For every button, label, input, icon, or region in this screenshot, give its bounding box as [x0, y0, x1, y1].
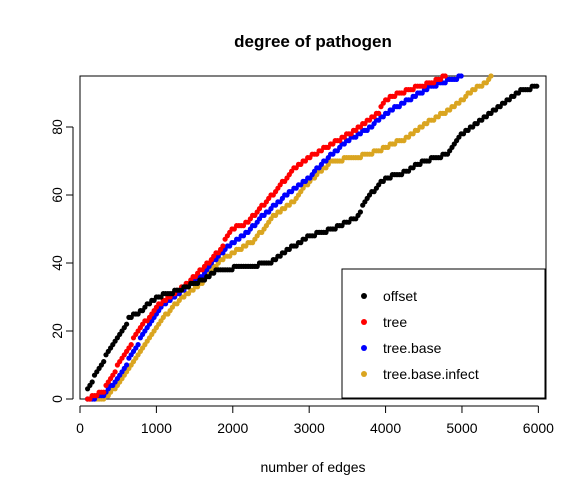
x-tick-label: 4000: [370, 420, 401, 436]
legend-label: tree.base.infect: [383, 366, 479, 382]
series-points: [85, 73, 448, 402]
data-point: [124, 362, 130, 368]
x-tick-label: 3000: [294, 420, 325, 436]
y-tick-label: 40: [49, 255, 65, 271]
data-point: [112, 369, 118, 375]
data-point: [376, 110, 382, 116]
data-point: [357, 209, 363, 215]
x-tick-label: 2000: [217, 420, 248, 436]
x-axis-label: number of edges: [260, 459, 365, 475]
data-point: [442, 73, 448, 79]
data-point: [488, 73, 494, 79]
x-tick-label: 5000: [446, 420, 477, 436]
x-tick-label: 6000: [523, 420, 554, 436]
legend: offset tree tree.base tree.base.infect: [341, 268, 546, 399]
y-tick-label: 0: [49, 395, 65, 403]
legend-marker: [361, 319, 367, 325]
x-tick-label: 0: [76, 420, 84, 436]
legend-marker: [361, 293, 367, 299]
legend-marker: [361, 371, 367, 377]
data-point: [128, 342, 134, 348]
x-axis: 0 1000 2000 3000 4000 5000 6000: [76, 405, 554, 436]
data-point: [124, 321, 130, 327]
legend-label: tree.base: [383, 340, 442, 356]
chart-title: degree of pathogen: [234, 32, 392, 51]
data-point: [101, 359, 107, 365]
legend-marker: [361, 345, 367, 351]
data-point: [101, 389, 107, 395]
points-layer: [85, 73, 540, 402]
data-point: [135, 342, 141, 348]
series-points: [85, 73, 494, 402]
y-tick-label: 80: [49, 119, 65, 135]
data-point: [89, 379, 95, 385]
y-tick-label: 20: [49, 323, 65, 339]
series-points: [85, 83, 540, 392]
y-axis: 0 20 40 60 80: [49, 119, 74, 403]
x-tick-label: 1000: [141, 420, 172, 436]
data-point: [458, 73, 464, 79]
legend-label: offset: [383, 288, 417, 304]
data-point: [534, 83, 540, 89]
legend-box: [341, 268, 546, 399]
plot-frame: [79, 75, 547, 400]
y-tick-label: 60: [49, 187, 65, 203]
legend-label: tree: [383, 314, 407, 330]
data-point: [220, 243, 226, 249]
